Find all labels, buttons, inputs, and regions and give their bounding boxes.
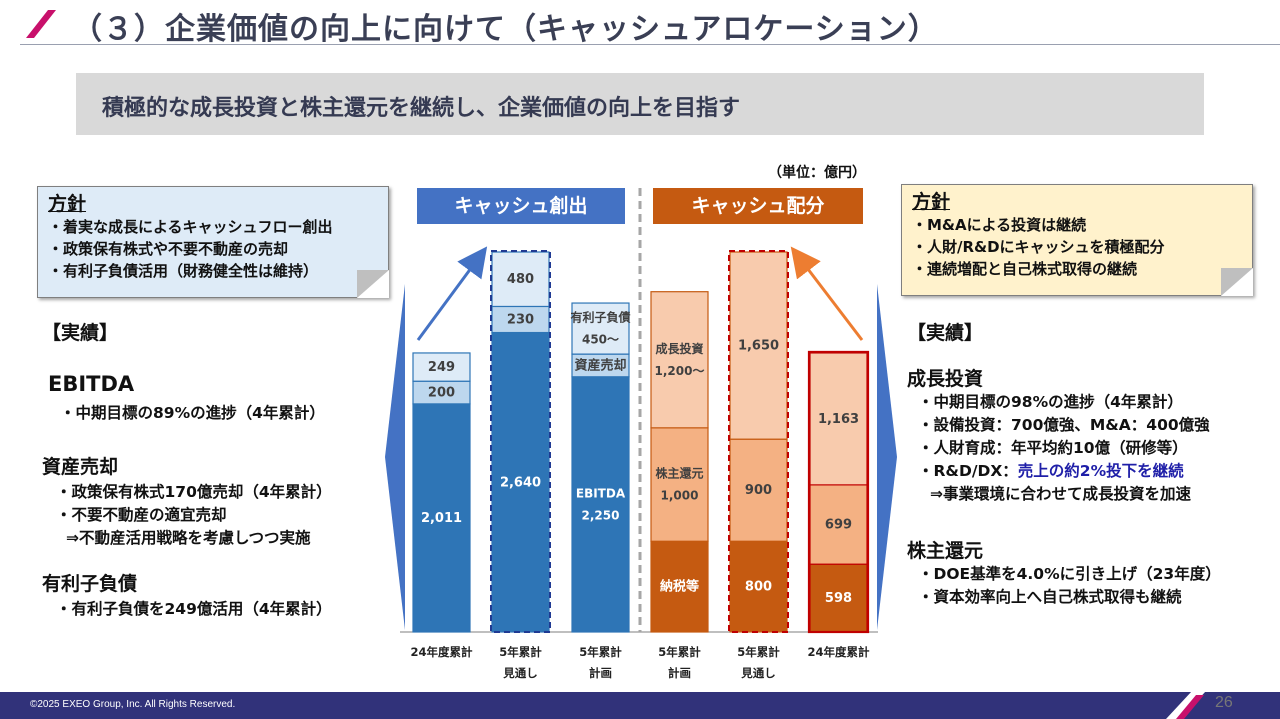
x-tick-label: 計画 — [668, 666, 691, 680]
bar-segment — [729, 540, 788, 633]
debt-title: 有利子負債 — [42, 573, 138, 595]
left-policy-item: ・有利子負債活用（財務健全性は維持） — [48, 262, 319, 280]
data-label: 800 — [745, 580, 772, 595]
page-fold-icon — [1221, 268, 1253, 296]
banner-text: 積極的な成長投資と株主還元を継続し、企業価値の向上を目指す — [102, 96, 741, 121]
rd-line: ・R&D/DX：売上の約2%投下を継続 — [918, 459, 1184, 481]
x-tick-label: 見通し — [502, 666, 538, 680]
data-label: 230 — [507, 312, 534, 327]
bar-segment — [491, 331, 550, 633]
data-label: 株主還元 — [655, 466, 703, 481]
left-policy-item: ・政策保有株式や不要不動産の売却 — [48, 240, 289, 258]
bar-segment — [412, 352, 471, 382]
bar-segment — [650, 540, 709, 633]
data-label: 2,640 — [500, 475, 541, 490]
data-label: 699 — [825, 518, 852, 533]
bar-segment — [650, 291, 709, 429]
x-tick-label: 5年累計 — [499, 645, 542, 659]
data-label: 1,000 — [661, 489, 699, 503]
right-wedge-icon — [877, 284, 897, 630]
right-policy-item: ・連続増配と自己株式取得の継続 — [912, 260, 1138, 278]
ebitda-title: EBITDA — [48, 372, 135, 396]
data-label: 1,650 — [738, 339, 779, 354]
growth-line: ・人財育成：年平均約10億（研修等） — [918, 439, 1188, 457]
data-label: 1,163 — [818, 412, 859, 427]
bar-outline — [807, 350, 870, 634]
left-policy-item: ・着実な成長によるキャッシュフロー創出 — [48, 218, 333, 236]
x-tick-label: 計画 — [589, 666, 612, 680]
x-tick-label: 5年累計 — [737, 645, 780, 659]
creation-header: キャッシュ創出 — [417, 188, 625, 224]
left-results-heading: 【実績】 — [42, 322, 119, 344]
growth-line: ・中期目標の98%の進捗（4年累計） — [918, 393, 1183, 411]
data-label: 2,250 — [582, 508, 620, 522]
bar-segment — [571, 302, 630, 355]
bar-segment — [491, 251, 550, 308]
page-title: （３）企業価値の向上に向けて（キャッシュアロケーション） — [72, 12, 939, 47]
bar-segment — [412, 403, 471, 633]
x-tick-label: 5年累計 — [579, 645, 622, 659]
data-label: 成長投資 — [655, 341, 703, 356]
bar-segment — [729, 438, 788, 542]
data-label: 900 — [745, 483, 772, 498]
bar-segment — [809, 352, 868, 486]
bar-segment — [571, 376, 630, 633]
footer-slash-icon — [1166, 691, 1206, 719]
debt-line: ・有利子負債を249億活用（4年累計） — [56, 600, 332, 618]
data-label: 200 — [428, 386, 455, 401]
x-tick-label: 24年度累計 — [410, 645, 473, 659]
growth-next-line: ⇒事業環境に合わせて成長投資を加速 — [930, 485, 1191, 503]
page-fold-icon — [357, 270, 389, 298]
shareholder-line: ・DOE基準を4.0%に引き上げ（23年度） — [918, 565, 1221, 583]
bar-segment — [650, 427, 709, 542]
data-label: 1,200～ — [655, 364, 705, 378]
data-label: 資産売却 — [574, 357, 626, 373]
rd-highlight: 売上の約2%投下を継続 — [1017, 462, 1184, 480]
asset-sale-line: ・不要不動産の適宜売却 — [56, 506, 227, 524]
asset-sale-line: ・政策保有株式170億売却（4年累計） — [56, 483, 332, 501]
bar-segment — [729, 251, 788, 440]
left-wedge-icon — [385, 284, 405, 630]
page-number: 26 — [1215, 694, 1233, 711]
asset-sale-line: ⇒不動産活用戦略を考慮しつつ実施 — [66, 529, 311, 547]
cash-allocation-chart: キャッシュ創出 キャッシュ配分 2,011 200 249 24年度累計 2,640 23… — [400, 180, 878, 690]
bar-segment — [809, 484, 868, 565]
right-policy-item: ・人財/R&Dにキャッシュを積極配分 — [912, 238, 1165, 256]
right-policy-item: ・M&Aによる投資は継続 — [912, 216, 1087, 234]
unit-label: （単位：億円） — [768, 165, 866, 181]
data-label: EBITDA — [576, 486, 626, 500]
x-tick-label: 5年累計 — [658, 645, 701, 659]
message-banner: 積極的な成長投資と株主還元を継続し、企業価値の向上を目指す — [76, 73, 1204, 135]
data-label: 2,011 — [421, 511, 462, 526]
bar-segment — [809, 563, 868, 633]
shareholder-title: 株主還元 — [907, 540, 984, 562]
data-label: 納税等 — [660, 579, 699, 595]
footer-bar: ©2025 EXEO Group, Inc. All Rights Reserv… — [0, 692, 1280, 719]
x-tick-label: 24年度累計 — [807, 645, 870, 659]
data-label: 450～ — [582, 333, 619, 347]
growth-arrow — [790, 246, 864, 341]
growth-arrow — [416, 246, 488, 341]
copyright-text: ©2025 EXEO Group, Inc. All Rights Reserv… — [30, 699, 236, 710]
title-slash-icon — [26, 10, 56, 38]
asset-sale-title: 資産売却 — [42, 456, 119, 478]
rd-prefix: ・R&D/DX： — [918, 462, 1018, 480]
data-label: 598 — [825, 591, 852, 606]
data-label: 249 — [428, 360, 455, 375]
allocation-header: キャッシュ配分 — [653, 188, 863, 224]
data-label: 有利子負債 — [570, 310, 630, 325]
x-tick-label: 見通し — [740, 666, 776, 680]
data-label: 480 — [507, 272, 534, 287]
left-policy-heading: 方針 — [48, 193, 87, 215]
growth-line: ・設備投資：700億強、M&A：400億強 — [918, 416, 1210, 434]
shareholder-line: ・資本効率向上へ自己株式取得も継続 — [918, 588, 1182, 606]
right-results-heading: 【実績】 — [907, 322, 984, 344]
ebitda-line: ・中期目標の89%の進捗（4年累計） — [60, 404, 325, 422]
right-policy-heading: 方針 — [912, 191, 951, 213]
left-policy-box: 方針 ・着実な成長によるキャッシュフロー創出 ・政策保有株式や不要不動産の売却 … — [37, 186, 389, 298]
title-divider — [20, 44, 1280, 45]
growth-title: 成長投資 — [907, 368, 984, 390]
right-policy-box: 方針 ・M&Aによる投資は継続 ・人財/R&Dにキャッシュを積極配分 ・連続増配… — [901, 184, 1253, 296]
